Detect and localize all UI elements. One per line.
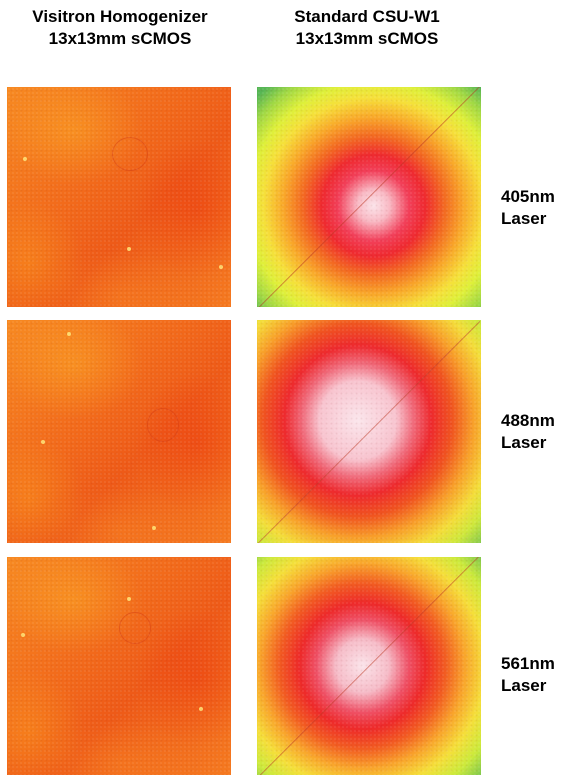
bright-speck: [127, 247, 131, 251]
laser-wavelength: 405nm: [501, 187, 555, 206]
bright-speck: [127, 597, 131, 601]
bright-speck: [23, 157, 27, 161]
standard-image-488nm: [257, 320, 481, 543]
bright-speck: [152, 526, 156, 530]
laser-unit: Laser: [501, 209, 547, 228]
column-title-standard-csu-w1: Standard CSU-W1 13x13mm sCMOS: [247, 6, 487, 50]
artifact-ring: [112, 137, 148, 171]
bright-speck: [199, 707, 203, 711]
laser-wavelength: 561nm: [501, 654, 555, 673]
bright-speck: [21, 633, 25, 637]
homogenizer-image-405nm: [7, 87, 231, 307]
laser-label-488nm: 488nm Laser: [501, 410, 555, 454]
column-title-line2: 13x13mm sCMOS: [48, 29, 192, 48]
column-title-line2: 13x13mm sCMOS: [295, 29, 439, 48]
artifact-ring: [147, 408, 179, 442]
laser-wavelength: 488nm: [501, 411, 555, 430]
diagonal-artifact: [257, 320, 481, 543]
laser-label-405nm: 405nm Laser: [501, 186, 555, 230]
homogenizer-image-488nm: [7, 320, 231, 543]
column-title-line1: Standard CSU-W1: [294, 7, 440, 26]
bright-speck: [219, 265, 223, 269]
diagonal-artifact: [257, 557, 481, 775]
laser-unit: Laser: [501, 676, 547, 695]
bright-speck: [67, 332, 71, 336]
laser-label-561nm: 561nm Laser: [501, 653, 555, 697]
standard-image-405nm: [257, 87, 481, 307]
column-title-visitron-homogenizer: Visitron Homogenizer 13x13mm sCMOS: [0, 6, 240, 50]
standard-image-561nm: [257, 557, 481, 775]
bright-speck: [41, 440, 45, 444]
diagonal-artifact: [257, 87, 481, 307]
artifact-ring: [119, 612, 151, 644]
homogenizer-image-561nm: [7, 557, 231, 775]
column-title-line1: Visitron Homogenizer: [32, 7, 208, 26]
laser-unit: Laser: [501, 433, 547, 452]
